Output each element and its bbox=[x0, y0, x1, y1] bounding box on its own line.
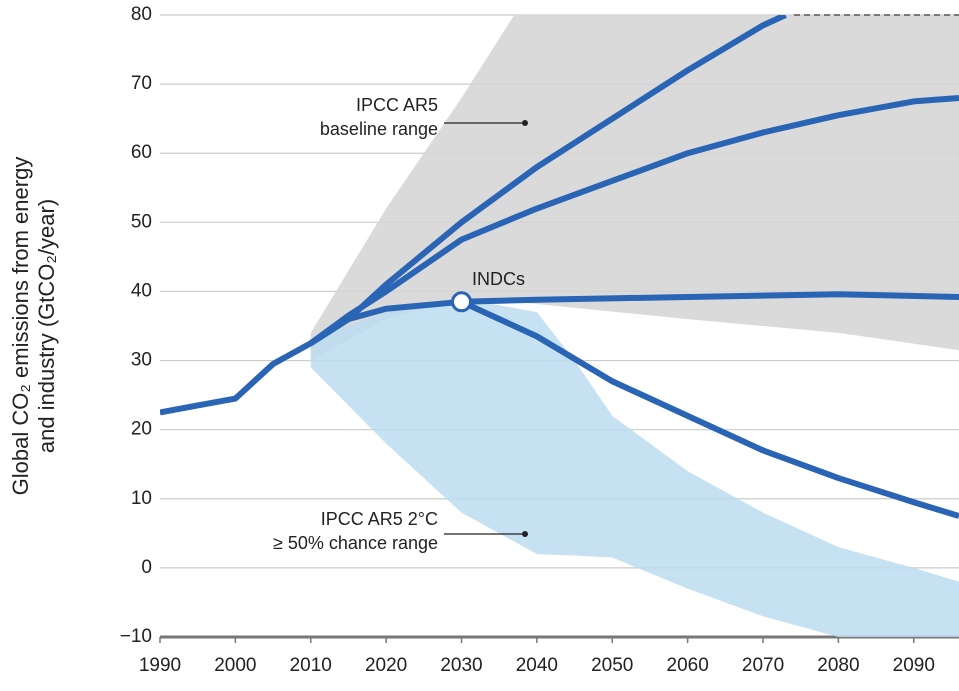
x-tick-label: 2070 bbox=[742, 655, 784, 676]
series-line bbox=[160, 340, 313, 416]
x-tick-label: 2050 bbox=[591, 655, 633, 676]
x-tick-label: 2030 bbox=[440, 655, 482, 676]
x-tick-label: 2040 bbox=[516, 655, 558, 676]
y-tick-label: 40 bbox=[131, 280, 152, 301]
x-tick-label: 2020 bbox=[365, 655, 407, 676]
x-tick-label: 2080 bbox=[817, 655, 859, 676]
x-tick-label: 1990 bbox=[139, 655, 181, 676]
y-axis-label: Global CO₂ emissions from energy bbox=[8, 157, 33, 496]
x-tick-label: 2010 bbox=[290, 655, 332, 676]
indc-marker bbox=[451, 291, 473, 313]
y-axis-label: and industry (GtCO₂/year) bbox=[34, 199, 59, 453]
y-tick-label: 80 bbox=[131, 4, 152, 25]
y-tick-label: 30 bbox=[131, 350, 152, 371]
y-tick-label: 70 bbox=[131, 73, 152, 94]
y-tick-label: 10 bbox=[131, 488, 152, 509]
leader-dot bbox=[522, 531, 528, 537]
range-band bbox=[310, 15, 959, 361]
y-tick-label: 0 bbox=[141, 557, 152, 578]
range-band bbox=[310, 298, 959, 637]
y-tick-label: −10 bbox=[120, 626, 152, 647]
annotation: baseline range bbox=[320, 119, 438, 139]
series-line bbox=[309, 291, 959, 346]
annotation: ≥ 50% chance range bbox=[273, 533, 438, 553]
x-tick-label: 2060 bbox=[667, 655, 709, 676]
leader-dot bbox=[522, 120, 528, 126]
annotation: INDCs bbox=[472, 269, 525, 289]
x-tick-label: 2000 bbox=[214, 655, 256, 676]
y-tick-label: 50 bbox=[131, 211, 152, 232]
series-line bbox=[308, 94, 959, 346]
y-tick-label: 20 bbox=[131, 419, 152, 440]
y-tick-label: 60 bbox=[131, 142, 152, 163]
annotation: IPCC AR5 2°C bbox=[321, 509, 438, 529]
x-tick-label: 2090 bbox=[893, 655, 935, 676]
series-line bbox=[460, 299, 959, 519]
annotation: IPCC AR5 bbox=[356, 95, 438, 115]
